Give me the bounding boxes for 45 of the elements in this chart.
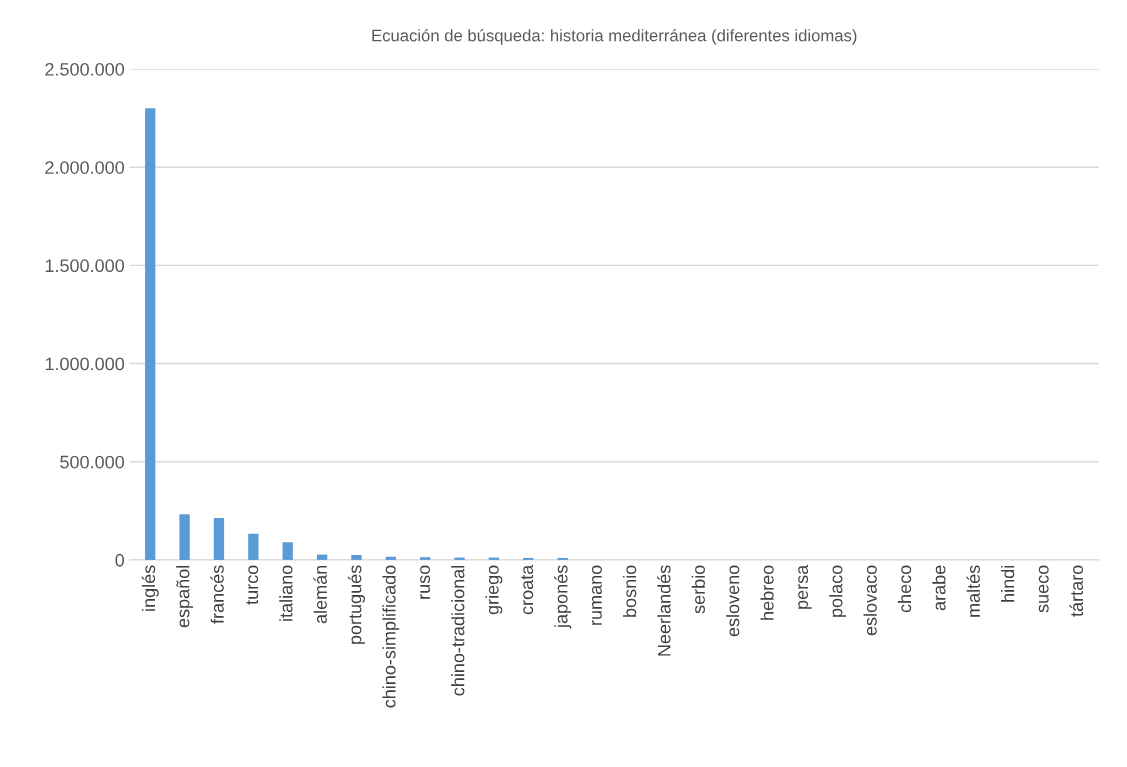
chart-title: Ecuación de búsqueda: historia mediterránea (diferentes idiomas) [372,28,857,45]
y-tick-label: 0 [115,553,125,567]
bar [454,557,465,560]
x-tick-label: portugués [347,565,365,644]
x-tick-label: hindi [1001,565,1015,602]
bar [351,555,362,560]
bar [316,554,328,560]
y-tick-label: 500.000 [60,455,125,469]
x-tick-label: turco [246,565,259,605]
x-tick-label: arabe [932,565,946,611]
bar [179,514,190,560]
x-tick-label: rumano [591,565,602,625]
x-tick-label: sueco [1038,565,1049,613]
x-tick-label: japonés [554,565,572,629]
x-tick-label: Neerlandés [657,565,671,656]
x-tick-label: eslovaco [863,565,877,636]
x-tick-label: francés [210,565,224,624]
x-tick-label: serbio [691,565,705,614]
bar [385,556,396,560]
x-tick-label: chino-tradicional [451,565,465,696]
y-tick-label: 1.500.000 [45,259,125,273]
y-tick-label: 1.000.000 [45,357,125,371]
x-tick-label: italiano [279,565,293,621]
bar [213,517,225,560]
x-tick-label: esloveno [726,565,740,637]
x-tick-label: checo [897,565,912,613]
x-tick-label: griego [485,565,503,615]
bar [145,108,156,560]
x-tick-label: bosnio [622,565,637,617]
x-tick-label: inglés [141,565,159,611]
bar [282,542,293,560]
y-tick-label: 2.000.000 [45,161,125,174]
y-tick-label: 2.500.000 [45,62,125,76]
x-tick-label: chino-simplificado [382,565,400,708]
x-tick-label: tártaro [1069,565,1084,617]
x-tick-label: alemán [313,565,327,624]
bar [420,557,431,560]
x-tick-label: polaco [829,565,847,617]
x-tick-label: maltés [966,565,980,617]
bar [248,533,259,560]
x-tick-label: persa [798,564,812,609]
x-tick-label: hebreo [760,565,774,620]
x-tick-label: croata [521,564,534,615]
x-tick-label: ruso [420,565,431,599]
x-tick-label: español [176,565,194,628]
